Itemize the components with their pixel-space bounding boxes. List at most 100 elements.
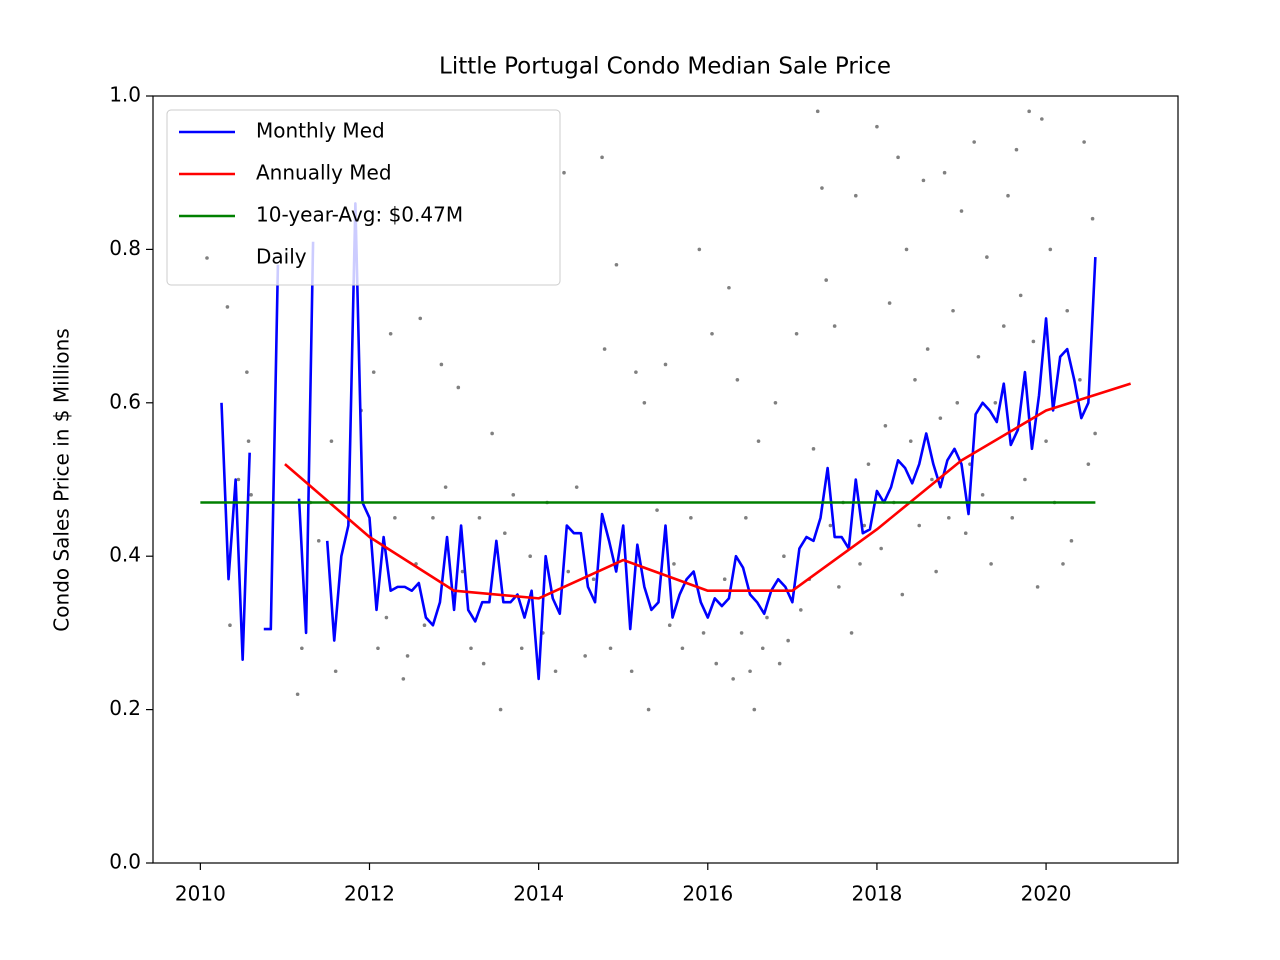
daily-point [727, 285, 731, 290]
daily-point [925, 347, 930, 351]
daily-point [553, 669, 558, 674]
daily-point [710, 331, 714, 336]
daily-point [574, 485, 579, 489]
daily-point [1031, 339, 1036, 344]
daily-point [490, 431, 494, 436]
daily-point [634, 370, 638, 374]
daily-point [739, 631, 744, 635]
daily-point [1027, 109, 1031, 114]
daily-point [1093, 431, 1097, 436]
daily-point [744, 516, 748, 520]
daily-point [760, 646, 765, 651]
x-tick-label: 2020 [1021, 882, 1072, 906]
daily-point [1069, 539, 1074, 543]
daily-point [1001, 324, 1006, 328]
daily-point [225, 305, 230, 309]
daily-point [562, 170, 566, 175]
daily-point [913, 377, 917, 382]
x-tick-label: 2018 [851, 882, 902, 906]
daily-point [896, 155, 900, 160]
daily-point [384, 615, 389, 620]
daily-point [1086, 462, 1091, 466]
daily-point [951, 308, 955, 313]
daily-point [777, 661, 782, 666]
daily-point [460, 569, 465, 574]
legend-label: Daily [256, 245, 307, 269]
daily-point [405, 654, 410, 658]
daily-point [519, 646, 524, 651]
daily-point [371, 370, 376, 374]
daily-point [629, 669, 634, 674]
daily-point [701, 631, 706, 635]
daily-point [794, 331, 799, 336]
y-tick-label: 0.4 [109, 543, 141, 567]
daily-point [566, 569, 571, 574]
daily-point [528, 554, 532, 558]
legend-label: Annually Med [256, 161, 392, 185]
daily-point [917, 523, 922, 528]
daily-point [786, 638, 790, 643]
daily-point [439, 362, 444, 367]
daily-point [1078, 377, 1082, 382]
daily-point [748, 669, 752, 674]
daily-point [976, 354, 981, 359]
daily-point [418, 316, 423, 321]
daily-point [431, 516, 435, 520]
daily-point [824, 278, 828, 282]
legend-label: Monthly Med [256, 119, 385, 143]
daily-point [752, 707, 757, 712]
daily-point [714, 661, 719, 666]
daily-point [1023, 477, 1027, 482]
daily-point [477, 516, 482, 520]
daily-point [602, 347, 607, 351]
daily-point [934, 569, 938, 574]
daily-point [503, 531, 507, 535]
daily-point [1040, 117, 1044, 121]
daily-point [663, 362, 668, 367]
daily-point [1061, 562, 1065, 566]
daily-point [246, 439, 251, 443]
daily-point [938, 416, 943, 420]
daily-point [300, 646, 304, 651]
daily-point [887, 301, 892, 305]
daily-point [228, 623, 232, 628]
daily-point [1018, 293, 1023, 298]
daily-point [655, 508, 659, 512]
daily-point [443, 485, 448, 489]
legend-marker [205, 256, 209, 260]
daily-point [600, 155, 604, 160]
daily-point [511, 493, 516, 497]
daily-point [866, 462, 871, 466]
daily-point [879, 546, 883, 551]
daily-point [393, 516, 397, 520]
daily-point [498, 707, 503, 712]
daily-point [469, 646, 473, 651]
daily-point [942, 170, 947, 175]
daily-point [904, 247, 909, 252]
y-tick-label: 0.0 [109, 850, 141, 874]
x-tick-label: 2014 [513, 882, 564, 906]
daily-point [583, 654, 587, 658]
daily-point [731, 677, 735, 681]
y-tick-label: 0.2 [109, 696, 141, 720]
plot-frame [152, 95, 1179, 864]
daily-point [689, 516, 693, 520]
daily-point [1035, 585, 1040, 589]
daily-point [993, 401, 998, 405]
daily-point [875, 124, 879, 129]
daily-point [1065, 308, 1070, 313]
daily-point [815, 109, 820, 114]
daily-point [422, 623, 427, 628]
daily-point [1010, 516, 1015, 520]
y-axis-label: Condo Sales Price in $ Millions [50, 328, 74, 631]
daily-point [245, 370, 249, 374]
daily-point [642, 401, 647, 405]
series-line [284, 382, 1132, 600]
daily-point [799, 608, 803, 612]
daily-point [614, 262, 619, 267]
daily-point [883, 424, 888, 428]
daily-point [236, 477, 241, 482]
y-tick-label: 0.8 [109, 236, 141, 260]
daily-point [735, 377, 740, 382]
